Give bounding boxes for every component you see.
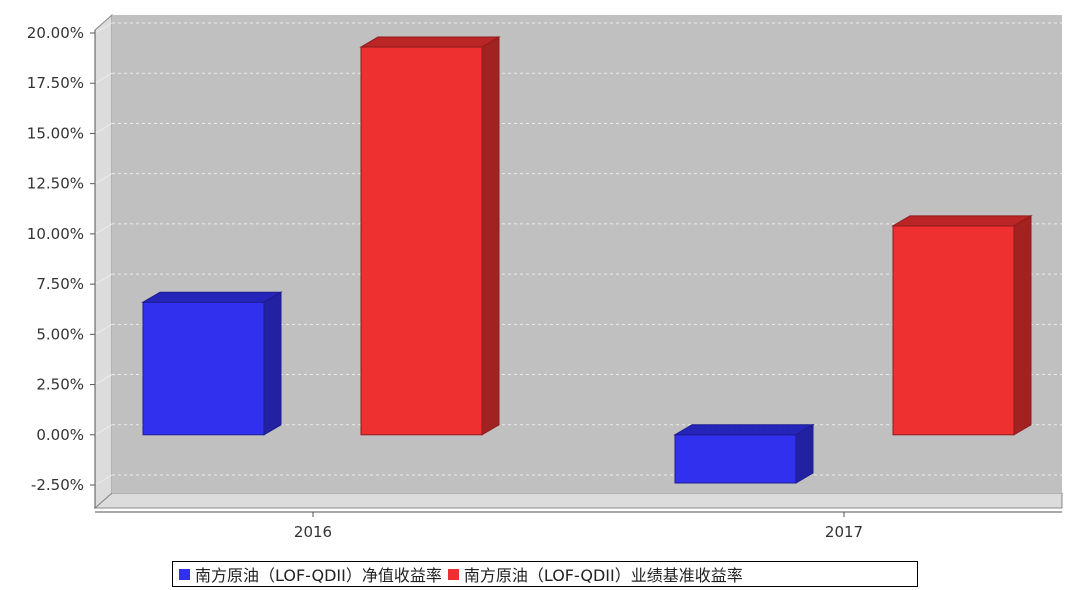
grid-line-side: [94, 123, 113, 134]
legend-label-nav-return: 南方原油（LOF-QDII）净值收益率: [195, 566, 442, 585]
bar-top: [891, 215, 1033, 227]
plot-floor: [93, 492, 1063, 509]
bar-side: [795, 423, 814, 484]
plot-left-wall: [94, 13, 113, 510]
bar-2016-series-0: [141, 291, 283, 436]
bar-2016-series-1: [359, 36, 501, 436]
x-tick-label: 2016: [294, 523, 332, 541]
x-tick-label: 2017: [825, 523, 863, 541]
grid-line-side: [94, 424, 113, 436]
bar-front: [142, 301, 265, 436]
y-tick-label: 0.00%: [36, 426, 84, 444]
legend-swatch-nav-return: [179, 568, 190, 580]
y-axis-ticks: 20.00% 17.50% 15.00% 12.50% 10.00% 7.50% 5.00%…: [27, 24, 95, 494]
bar-top: [141, 291, 283, 303]
y-tick-label: 10.00%: [27, 225, 84, 243]
bar-side: [1013, 214, 1032, 436]
bar-top: [359, 36, 501, 48]
legend-item-nav-return: 南方原油（LOF-QDII）净值收益率: [179, 562, 442, 586]
y-tick-label: 12.50%: [27, 175, 84, 193]
grid-line-side: [94, 223, 113, 235]
y-tick-label: 2.50%: [36, 376, 84, 394]
bar-2017-series-1: [891, 214, 1033, 436]
bar-2017-series-0: [673, 423, 815, 484]
bar-top: [673, 424, 815, 436]
bar-front: [892, 225, 1015, 436]
bar-chart: 20.00% 17.50% 15.00% 12.50% 10.00% 7.50% 5.00%…: [27, 13, 1063, 541]
bar-side: [481, 36, 500, 436]
grid-line-side: [94, 474, 113, 486]
grid-line-side: [94, 273, 113, 285]
grid-line-side: [94, 374, 113, 385]
bar-side: [263, 291, 282, 436]
y-tick-label: 20.00%: [27, 24, 84, 42]
grid-line-side: [94, 72, 113, 84]
y-tick-label: 5.00%: [36, 325, 84, 343]
bar-front: [360, 46, 483, 436]
legend: 南方原油（LOF-QDII）净值收益率 南方原油（LOF-QDII）业绩基准收益…: [172, 561, 918, 587]
legend-item-benchmark-return: 南方原油（LOF-QDII）业绩基准收益率: [447, 562, 743, 586]
grid-line-side: [94, 22, 113, 34]
y-tick-label: 17.50%: [27, 74, 84, 92]
x-axis-ticks: 2016 2017: [294, 512, 863, 541]
bar-front: [674, 434, 797, 484]
bars: [141, 36, 1033, 484]
grid-line-side: [94, 173, 113, 185]
y-tick-label: 7.50%: [36, 275, 84, 293]
y-tick-label: -2.50%: [31, 476, 84, 494]
legend-swatch-benchmark-return: [447, 568, 459, 580]
grid-line-side: [94, 323, 113, 335]
legend-label-benchmark-return: 南方原油（LOF-QDII）业绩基准收益率: [463, 566, 743, 585]
y-tick-label: 15.00%: [27, 124, 84, 142]
